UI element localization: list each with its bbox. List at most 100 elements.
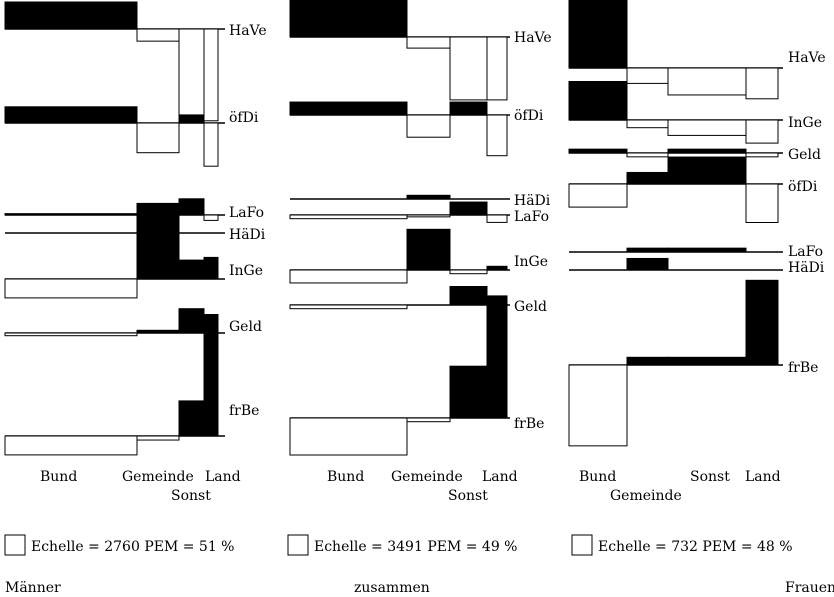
scale-text: Echelle = 3491 PEM = 49 %: [314, 539, 518, 555]
x-label: Gemeinde: [391, 469, 463, 485]
bar-under: [486, 36, 508, 101]
bar-over: [4, 1, 138, 30]
scale-box: [571, 534, 593, 556]
bar-over: [568, 0, 628, 69]
bar-under: [289, 417, 408, 456]
row-label: LaFo: [788, 244, 823, 260]
row-label: HaVe: [514, 30, 552, 46]
x-label: Sonst: [171, 488, 211, 504]
x-label: Sonst: [690, 469, 730, 485]
bar-under: [4, 332, 138, 337]
row-label: InGe: [788, 115, 822, 131]
row-label: LaFo: [514, 209, 549, 225]
bar-over: [406, 228, 451, 271]
bar-over: [449, 201, 488, 216]
bar-over: [486, 295, 508, 419]
bar-over: [667, 148, 747, 154]
row-label: InGe: [229, 263, 263, 279]
row-label: LaFo: [229, 205, 264, 221]
row-label: frBe: [229, 403, 259, 419]
bar-under: [486, 214, 508, 223]
bar-over: [4, 213, 138, 216]
bar-over: [178, 259, 205, 280]
x-label: Land: [745, 469, 781, 485]
bar-over: [136, 202, 180, 280]
bar-under: [406, 114, 451, 138]
bar-under: [406, 36, 451, 49]
bar-over: [449, 101, 488, 116]
x-label: Sonst: [448, 488, 488, 504]
scale-box: [4, 534, 26, 556]
x-label: Land: [205, 469, 241, 485]
row-label: InGe: [514, 254, 548, 270]
bar-over: [626, 247, 669, 253]
bar-under: [449, 269, 488, 275]
scale-text: Echelle = 732 PEM = 48 %: [598, 539, 793, 555]
x-label: Bund: [40, 469, 77, 485]
panel-title: zusammen: [354, 580, 430, 596]
bar-over: [178, 198, 205, 216]
bar-under: [667, 67, 747, 96]
row-label: frBe: [514, 416, 544, 432]
panel-maenner: HaVe öfDi LaFo HäDi InGe Geld frBe Bund …: [4, 23, 267, 596]
bar-under: [449, 36, 488, 101]
bar-over: [667, 247, 747, 253]
panel-frauen: HaVe InGe Geld öfDi LaFo HäDi frBe Bund …: [571, 50, 834, 596]
panel-title: Männer: [5, 580, 61, 596]
bar-under: [745, 183, 779, 223]
bar-over: [203, 256, 219, 280]
bar-over: [203, 314, 219, 437]
bar-over: [486, 265, 508, 271]
bar-under: [289, 214, 408, 220]
bar-over: [178, 400, 205, 437]
bar-over: [289, 0, 408, 38]
row-label: HäDi: [229, 227, 266, 243]
bar-under: [406, 417, 451, 423]
row-label: Geld: [514, 299, 547, 315]
row-label: frBe: [788, 360, 818, 376]
bar-over: [626, 356, 669, 366]
bar-under: [486, 114, 508, 157]
bar-over: [178, 308, 205, 334]
bar-over: [136, 329, 180, 334]
row-label: Geld: [788, 147, 821, 163]
x-label: Gemeinde: [610, 488, 682, 504]
panel-title: Frauen: [785, 580, 834, 596]
bar-over: [449, 365, 488, 419]
bar-under: [568, 183, 628, 208]
bar-over: [568, 81, 628, 121]
bar-under: [626, 119, 669, 129]
scale-text: Echelle = 2760 PEM = 51 %: [31, 539, 235, 555]
row-label: HaVe: [229, 23, 267, 39]
bar-under: [568, 364, 628, 447]
bar-under: [289, 304, 408, 310]
bar-under: [626, 152, 669, 158]
bar-under: [4, 435, 138, 456]
bar-under: [745, 119, 779, 144]
bar-over: [4, 106, 138, 124]
bar-over: [568, 148, 628, 154]
row-label: Geld: [229, 319, 262, 335]
bar-under: [667, 119, 747, 136]
bar-over: [449, 286, 488, 306]
bar-over: [667, 356, 747, 366]
row-label: HäDi: [514, 193, 551, 209]
x-label: Land: [482, 469, 518, 485]
bar-under: [203, 28, 219, 122]
bar-under: [289, 269, 408, 284]
bar-over: [667, 156, 747, 185]
bar-under: [136, 122, 180, 154]
bar-under: [745, 152, 779, 158]
panel-zusammen: HaVe öfDi HäDi LaFo InGe Geld frBe Bund …: [287, 30, 552, 596]
bar-over: [626, 171, 669, 185]
row-label: öfDi: [229, 110, 259, 126]
bar-over: [626, 257, 669, 271]
bar-over: [745, 279, 779, 366]
bar-under: [745, 67, 779, 100]
bar-over: [178, 114, 205, 124]
row-label: HäDi: [788, 260, 825, 276]
scale-box: [287, 534, 309, 556]
bar-under: [626, 67, 669, 84]
row-label: öfDi: [788, 179, 818, 195]
